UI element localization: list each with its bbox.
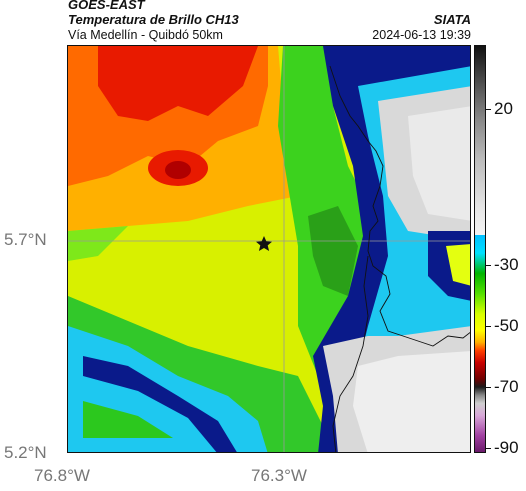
latitude-label-top: 5.7°N [4,230,47,249]
colorbar-label-minus70: -70 [494,377,519,396]
temperature-map[interactable] [67,45,471,453]
green-lobe-west [68,226,128,261]
satellite-title: GOES-EAST [68,0,145,12]
map-canvas [68,46,470,452]
colorbar-label-minus30: -30 [494,255,519,274]
product-title: Temperatura de Brillo CH13 [68,12,239,27]
route-subtitle: Vía Medellín - Quibdó 50km [68,28,223,42]
colorbar-label-minus50: -50 [494,316,519,335]
latitude-label-bottom: 5.2°N [4,443,47,462]
longitude-label-left: 76.8°W [34,466,90,485]
timestamp-label: 2024-06-13 19:39 [372,28,471,42]
cloud-top-southeast-core [353,351,470,452]
warm-pocket-east [446,244,470,286]
dark-red-core [165,161,191,179]
map-header: GOES-EAST Temperatura de Brillo CH13 Vía… [68,0,471,44]
colorbar-tick [486,265,491,266]
department-border [332,255,369,452]
coastline [329,65,470,347]
green-core [308,206,358,296]
red-core-north [98,46,258,121]
green-core-south [83,401,173,438]
star-icon[interactable] [256,236,272,251]
colorbar-tick [486,326,491,327]
colorbar-tick [486,109,491,110]
colorbar-tick [486,387,491,388]
longitude-label-right: 76.3°W [251,466,307,485]
colorbar [474,45,486,453]
colorbar-label-minus90: -90 [494,438,519,457]
brand-label: SIATA [433,12,471,27]
cloud-top-core [408,106,470,221]
colorbar-label-20: 20 [494,99,513,118]
colorbar-tick [486,448,491,449]
